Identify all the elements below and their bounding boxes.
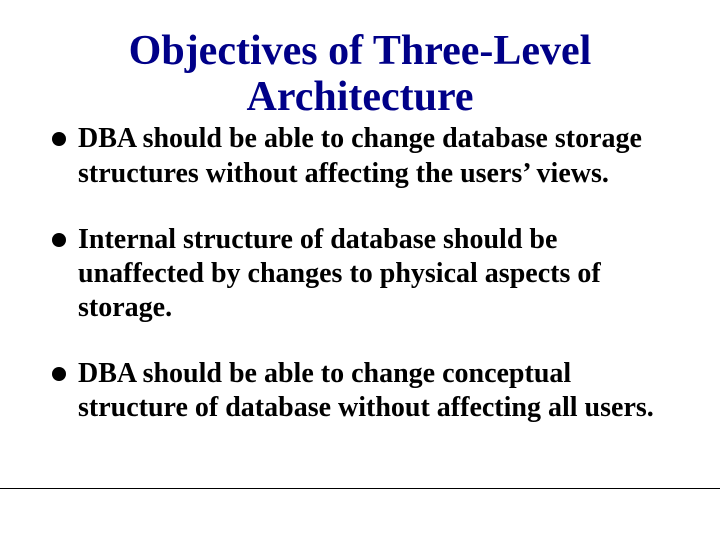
horizontal-rule (0, 488, 720, 489)
bullet-list: DBA should be able to change database st… (50, 122, 670, 425)
list-item: DBA should be able to change database st… (78, 122, 670, 190)
list-item: DBA should be able to change conceptual … (78, 357, 670, 425)
slide: Objectives of Three-Level Architecture D… (0, 0, 720, 540)
slide-title: Objectives of Three-Level Architecture (50, 28, 670, 120)
list-item: Internal structure of database should be… (78, 223, 670, 325)
